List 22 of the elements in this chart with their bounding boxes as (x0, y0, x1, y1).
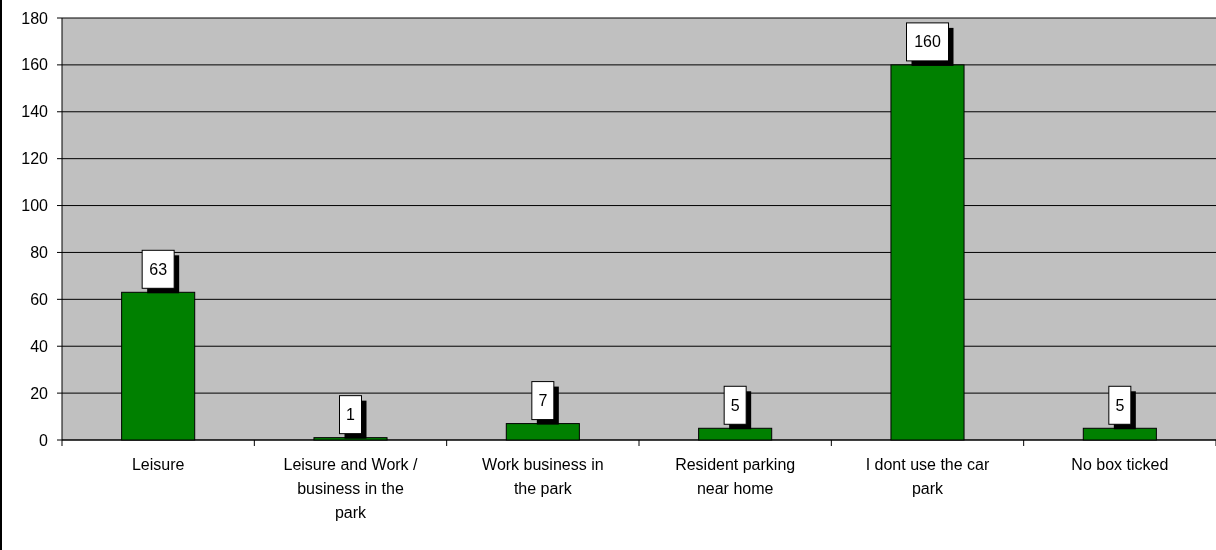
data-label: 5 (730, 396, 740, 414)
y-tick-label: 140 (21, 103, 49, 121)
data-label: 160 (914, 33, 941, 51)
y-tick-label: 40 (30, 337, 49, 355)
data-label: 1 (346, 406, 356, 424)
y-tick-label: 80 (30, 244, 49, 262)
x-tick-label: Leisure and Work / business in the park (283, 456, 419, 521)
x-tick-label: Work business in the park (482, 456, 604, 497)
y-tick-label: 20 (30, 384, 49, 402)
y-tick-label: 0 (39, 431, 49, 449)
data-label: 7 (538, 392, 548, 410)
data-label: 5 (1115, 396, 1125, 414)
y-tick-label: 180 (21, 9, 49, 27)
x-tick-label: Leisure (131, 456, 185, 473)
x-tick-label: I dont use the car park (865, 456, 990, 497)
data-label: 63 (149, 260, 168, 278)
y-tick-label: 60 (30, 290, 49, 308)
x-tick-label: Resident parking near home (675, 456, 796, 497)
y-tick-label: 120 (21, 150, 49, 168)
x-tick-label: No box ticked (1071, 456, 1169, 473)
y-tick-label: 100 (21, 197, 49, 215)
y-tick-label: 160 (21, 56, 49, 74)
